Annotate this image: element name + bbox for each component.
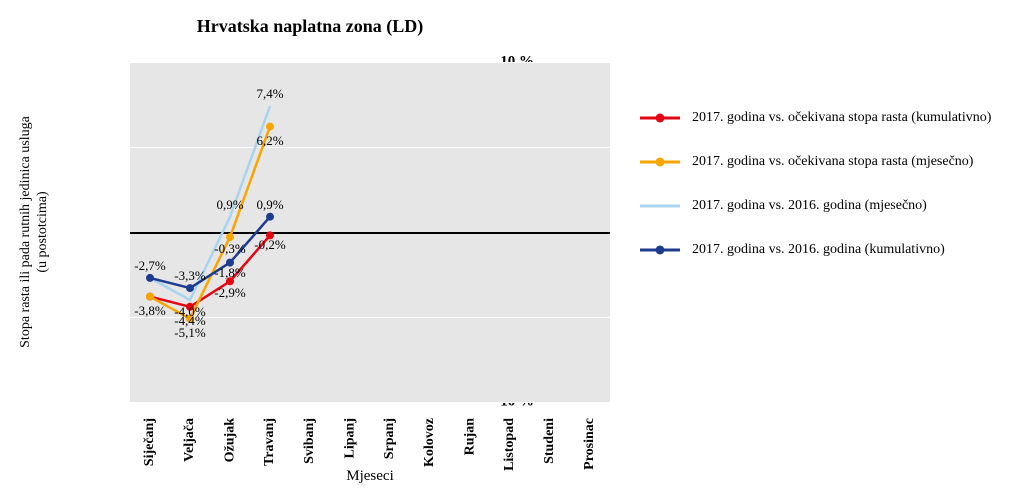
legend-item: 2017. godina vs. 2016. godina (mjesečno) — [640, 198, 1010, 214]
legend-swatch — [640, 199, 680, 213]
legend-item: 2017. godina vs. očekivana stopa rasta (… — [640, 154, 1010, 170]
data-label: -3,8% — [134, 303, 165, 319]
chart-container: Hrvatska naplatna zona (LD) Stopa rasta … — [0, 0, 1024, 502]
data-label: -2,7% — [134, 258, 165, 274]
legend-swatch — [640, 243, 680, 257]
x-tick-label: Prosinac — [582, 418, 598, 470]
x-tick-label: Kolovoz — [422, 418, 438, 467]
data-label: -0,2% — [254, 237, 285, 253]
series-marker — [266, 213, 274, 221]
series-marker — [186, 284, 194, 292]
data-label: 0,9% — [216, 197, 243, 213]
x-tick-label: Srpanj — [382, 418, 398, 459]
data-label: 7,4% — [256, 86, 283, 102]
data-label: 6,2% — [256, 133, 283, 149]
legend-item: 2017. godina vs. 2016. godina (kumulativ… — [640, 242, 1010, 258]
x-tick-label: Ožujak — [222, 418, 238, 462]
chart-title: Hrvatska naplatna zona (LD) — [0, 16, 620, 37]
y-axis-title-line1: Stopa rasta ili pada rutnih jedinica usl… — [18, 116, 33, 348]
series-marker — [266, 123, 274, 131]
y-axis-title: Stopa rasta ili pada rutnih jedinica usl… — [18, 116, 52, 348]
chart-svg — [130, 62, 610, 402]
x-tick-label: Veljača — [182, 418, 198, 462]
legend-label: 2017. godina vs. 2016. godina (mjesečno) — [692, 198, 927, 214]
legend-label: 2017. godina vs. očekivana stopa rasta (… — [692, 154, 973, 170]
x-tick-label: Lipanj — [342, 418, 358, 458]
legend-label: 2017. godina vs. 2016. godina (kumulativ… — [692, 242, 945, 258]
x-tick-label: Studeni — [542, 418, 558, 464]
x-tick-label: Svibanj — [302, 418, 318, 464]
x-tick-label: Listopad — [502, 418, 518, 471]
x-tick-label: Siječanj — [142, 418, 158, 466]
legend-item: 2017. godina vs. očekivana stopa rasta (… — [640, 110, 1010, 126]
series-line — [150, 106, 270, 300]
gridline — [130, 402, 610, 403]
y-axis-title-line2: (u postotcima) — [35, 191, 50, 272]
data-label: -1,8% — [214, 265, 245, 281]
series-marker — [146, 293, 154, 301]
data-label: -2,9% — [214, 285, 245, 301]
legend-label: 2017. godina vs. očekivana stopa rasta (… — [692, 110, 991, 126]
data-label: -5,1% — [174, 325, 205, 341]
series-marker — [146, 274, 154, 282]
data-label: -3,3% — [174, 268, 205, 284]
series-line — [150, 235, 270, 306]
x-tick-label: Rujan — [462, 418, 478, 455]
data-label: -0,3% — [214, 241, 245, 257]
x-tick-label: Travanj — [262, 418, 278, 466]
series-marker — [226, 233, 234, 241]
plot-area: -3,8%-4,4%-2,9%-0,2%-5,1%-0,3%6,2%-4,0%0… — [130, 62, 610, 402]
legend-swatch — [640, 111, 680, 125]
legend: 2017. godina vs. očekivana stopa rasta (… — [640, 110, 1010, 286]
data-label: 0,9% — [256, 197, 283, 213]
x-axis-title: Mjeseci — [130, 468, 610, 485]
legend-swatch — [640, 155, 680, 169]
data-label: -4,0% — [174, 304, 205, 320]
